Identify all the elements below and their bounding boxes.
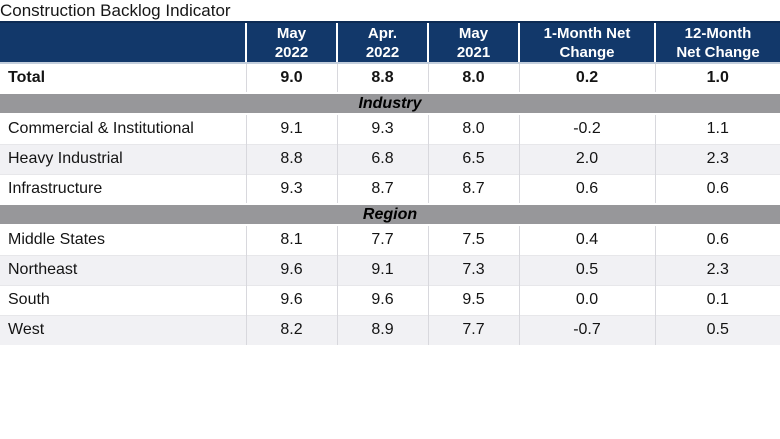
cell-value: 0.4 [518, 224, 655, 255]
header-cell: 12-Month Net Change [654, 21, 780, 64]
header-cell: 1-Month Net Change [518, 21, 655, 64]
cell-value: 2.0 [518, 143, 655, 174]
header-cell: May 2022 [245, 21, 337, 64]
cell-value: 7.7 [336, 224, 428, 255]
header-cell-blank [0, 21, 246, 64]
cell-value: 0.5 [518, 254, 655, 285]
table-row: Commercial & Institutional 9.1 9.3 8.0 -0.2 1… [0, 113, 780, 144]
row-label: Middle States [0, 224, 246, 255]
cell-value: 0.6 [654, 173, 780, 204]
cell-value: 6.8 [336, 143, 428, 174]
cell-value: -0.7 [518, 314, 655, 345]
table-row: Northeast 9.6 9.1 7.3 0.5 2.3 [0, 254, 780, 285]
cell-value: 9.1 [336, 254, 428, 285]
cell-value: 8.1 [245, 224, 337, 255]
backlog-table-container: May 2022 Apr. 2022 May 2021 1-Month Net Change 1… [0, 21, 780, 356]
header-cell-line: 2022 [274, 43, 309, 61]
cell-value: 8.8 [336, 63, 428, 93]
cell-value: 7.3 [427, 254, 519, 285]
backlog-table: May 2022 Apr. 2022 May 2021 1-Month Net Change 1… [0, 21, 780, 345]
cell-value: 9.3 [336, 113, 428, 144]
header-cell-line: Change [559, 43, 615, 61]
header-cell-line: Net Change [676, 43, 760, 61]
table-row: Heavy Industrial 8.8 6.8 6.5 2.0 2.3 [0, 143, 780, 174]
cell-value: 0.0 [518, 284, 655, 315]
cell-value: 0.2 [518, 63, 655, 93]
row-label: Infrastructure [0, 173, 246, 204]
row-label: Northeast [0, 254, 246, 285]
cell-value: 0.6 [654, 224, 780, 255]
header-cell-line: May [276, 24, 307, 42]
header-cell-line: 12-Month [684, 24, 752, 42]
cell-value: 1.0 [654, 63, 780, 93]
cell-value: 9.6 [245, 284, 337, 315]
table-row: Middle States 8.1 7.7 7.5 0.4 0.6 [0, 224, 780, 255]
table-head: May 2022 Apr. 2022 May 2021 1-Month Net Change 1… [0, 21, 780, 64]
table-row: South 9.6 9.6 9.5 0.0 0.1 [0, 284, 780, 315]
cell-value: 8.0 [427, 113, 519, 144]
section-title: Region [0, 203, 780, 226]
row-label: West [0, 314, 246, 345]
page-title: Construction Backlog Indicator [0, 1, 231, 20]
section-title: Industry [0, 92, 780, 115]
section-header-row: Industry [0, 92, 780, 115]
cell-value: 2.3 [654, 254, 780, 285]
header-cell: Apr. 2022 [336, 21, 428, 64]
cell-value: 9.6 [336, 284, 428, 315]
cell-value: 8.7 [427, 173, 519, 204]
cell-value: 9.1 [245, 113, 337, 144]
table-body: Total 9.0 8.8 8.0 0.2 1.0 Industry Commercial &… [0, 63, 780, 345]
cell-value: 1.1 [654, 113, 780, 144]
cell-value: 8.0 [427, 63, 519, 93]
row-label: Total [0, 63, 246, 93]
cell-value: 0.5 [654, 314, 780, 345]
cell-value: 9.6 [245, 254, 337, 285]
table-row: West 8.2 8.9 7.7 -0.7 0.5 [0, 314, 780, 345]
cell-value: 8.7 [336, 173, 428, 204]
cell-value: 8.2 [245, 314, 337, 345]
cell-value: 6.5 [427, 143, 519, 174]
header-row: May 2022 Apr. 2022 May 2021 1-Month Net Change 1… [0, 21, 780, 64]
section-header-row: Region [0, 203, 780, 226]
cell-value: 9.5 [427, 284, 519, 315]
cell-value: 9.0 [245, 63, 337, 93]
header-cell: May 2021 [427, 21, 519, 64]
table-row: Infrastructure 9.3 8.7 8.7 0.6 0.6 [0, 173, 780, 204]
header-cell-line: Apr. [367, 24, 398, 42]
cell-value: -0.2 [518, 113, 655, 144]
cell-value: 9.3 [245, 173, 337, 204]
cell-value: 2.3 [654, 143, 780, 174]
row-label: South [0, 284, 246, 315]
cell-value: 0.6 [518, 173, 655, 204]
header-cell-line: 2021 [456, 43, 491, 61]
cell-value: 8.9 [336, 314, 428, 345]
cell-value: 7.7 [427, 314, 519, 345]
row-label: Heavy Industrial [0, 143, 246, 174]
header-cell-line: 2022 [365, 43, 400, 61]
cell-value: 0.1 [654, 284, 780, 315]
table-row: Total 9.0 8.8 8.0 0.2 1.0 [0, 63, 780, 93]
cell-value: 8.8 [245, 143, 337, 174]
row-label: Commercial & Institutional [0, 113, 246, 144]
header-cell-line: May [458, 24, 489, 42]
cell-value: 7.5 [427, 224, 519, 255]
header-cell-line: 1-Month Net [543, 24, 631, 42]
